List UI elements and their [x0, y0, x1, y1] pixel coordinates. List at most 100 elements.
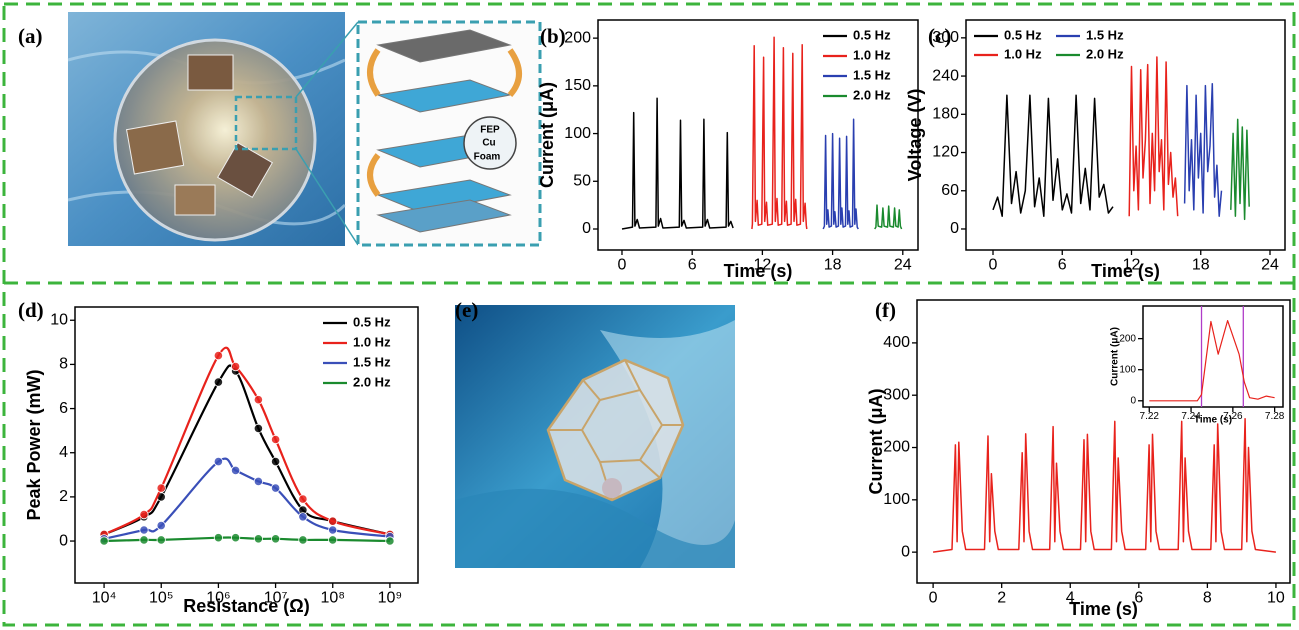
- y-tick-label: 100: [564, 125, 591, 142]
- panel-label: (b): [540, 24, 566, 48]
- illustration-e: [455, 305, 735, 568]
- legend-label: 0.5 Hz: [1004, 27, 1042, 42]
- x-tick-label: 6: [688, 256, 697, 273]
- legend-label: 0.5 Hz: [853, 27, 891, 42]
- x-tick-label: 0: [989, 256, 998, 273]
- data-point: [231, 534, 239, 542]
- data-point: [214, 378, 222, 386]
- legend-label: 0.5 Hz: [353, 314, 391, 329]
- data-point: [254, 396, 262, 404]
- legend-label: 1.5 Hz: [353, 354, 391, 369]
- y-axis-label: Current (μA): [1110, 327, 1121, 386]
- data-point: [254, 424, 262, 432]
- y-tick-label: 120: [932, 144, 959, 161]
- trace: [752, 37, 807, 229]
- data-point: [140, 526, 148, 534]
- legend-label: 1.0 Hz: [353, 334, 391, 349]
- y-tick-label: 200: [1119, 333, 1136, 344]
- data-point: [271, 435, 279, 443]
- y-tick-label: 4: [59, 444, 68, 461]
- data-point: [386, 537, 394, 545]
- fit-curve: [104, 366, 390, 535]
- fit-curve: [104, 348, 390, 535]
- x-tick-label: 10: [1267, 589, 1285, 606]
- data-point: [299, 495, 307, 503]
- legend-label: 1.5 Hz: [1086, 27, 1124, 42]
- x-tick-label: 10⁵: [149, 589, 173, 606]
- data-point: [157, 521, 165, 529]
- data-point: [157, 536, 165, 544]
- x-tick-label: 10⁸: [320, 589, 345, 606]
- y-tick-label: 100: [883, 491, 910, 508]
- panel-label: (e): [455, 298, 478, 322]
- legend-label: 1.0 Hz: [853, 47, 891, 62]
- y-tick-label: 6: [59, 400, 68, 417]
- x-axis-label: Resistance (Ω): [183, 596, 309, 616]
- x-tick-label: 10⁴: [92, 589, 117, 606]
- panel-label: (f): [875, 298, 896, 322]
- data-point: [231, 362, 239, 370]
- x-axis-label: Time (s): [1091, 261, 1160, 281]
- illustration-a: [68, 12, 540, 246]
- y-tick-label: 400: [883, 334, 910, 351]
- page: (a) (e) FEP Cu Foam (b)06121824050100150…: [0, 0, 1299, 630]
- x-axis-label: Time (s): [1194, 415, 1232, 426]
- x-axis-label: Time (s): [1069, 599, 1138, 619]
- x-tick-label: 18: [1192, 256, 1210, 273]
- trace: [933, 419, 1276, 552]
- y-tick-label: 0: [59, 532, 68, 549]
- x-tick-label: 24: [894, 256, 912, 273]
- y-axis-label: Current (μA): [537, 82, 557, 188]
- figure: (a) (e) FEP Cu Foam (b)06121824050100150…: [0, 0, 1299, 630]
- x-tick-label: 10⁹: [378, 589, 403, 606]
- y-tick-label: 300: [932, 29, 959, 46]
- data-point: [271, 484, 279, 492]
- y-tick-label: 0: [950, 220, 959, 237]
- x-tick-label: 24: [1261, 256, 1279, 273]
- layer-label: Cu: [482, 138, 495, 149]
- legend-label: 1.0 Hz: [1004, 46, 1042, 61]
- trace: [823, 119, 858, 229]
- data-point: [140, 510, 148, 518]
- y-tick-label: 200: [883, 439, 910, 456]
- y-tick-label: 0: [582, 220, 591, 237]
- legend-label: 2.0 Hz: [1086, 46, 1124, 61]
- legend-label: 2.0 Hz: [353, 374, 391, 389]
- y-tick-label: 50: [573, 173, 591, 190]
- x-tick-label: 2: [997, 589, 1006, 606]
- trace: [875, 205, 902, 229]
- x-tick-label: 6: [1058, 256, 1067, 273]
- trace: [1129, 57, 1178, 216]
- y-tick-label: 0: [1130, 395, 1136, 406]
- data-point: [271, 457, 279, 465]
- x-axis-label: Time (s): [724, 261, 793, 281]
- y-axis-label: Current (μA): [866, 388, 886, 494]
- trace: [993, 95, 1113, 216]
- legend-label: 1.5 Hz: [853, 67, 891, 82]
- data-point: [254, 477, 262, 485]
- data-point: [329, 526, 337, 534]
- data-point: [231, 466, 239, 474]
- y-tick-label: 300: [883, 386, 910, 403]
- y-tick-label: 100: [1119, 364, 1136, 375]
- data-point: [299, 513, 307, 521]
- y-tick-label: 180: [932, 106, 959, 123]
- trace: [1231, 119, 1249, 219]
- x-tick-label: 0: [618, 256, 627, 273]
- y-tick-label: 8: [59, 356, 68, 373]
- data-point: [214, 534, 222, 542]
- data-point: [100, 537, 108, 545]
- trace: [622, 98, 733, 229]
- y-axis-label: Peak Power (mW): [24, 369, 44, 520]
- y-axis-label: Voltage (V): [905, 89, 925, 182]
- layer-label: Foam: [474, 152, 501, 163]
- x-tick-label: 7.28: [1265, 411, 1285, 422]
- x-tick-label: 7.22: [1140, 411, 1160, 422]
- data-point: [254, 535, 262, 543]
- x-tick-label: 0: [929, 589, 938, 606]
- x-tick-label: 8: [1203, 589, 1212, 606]
